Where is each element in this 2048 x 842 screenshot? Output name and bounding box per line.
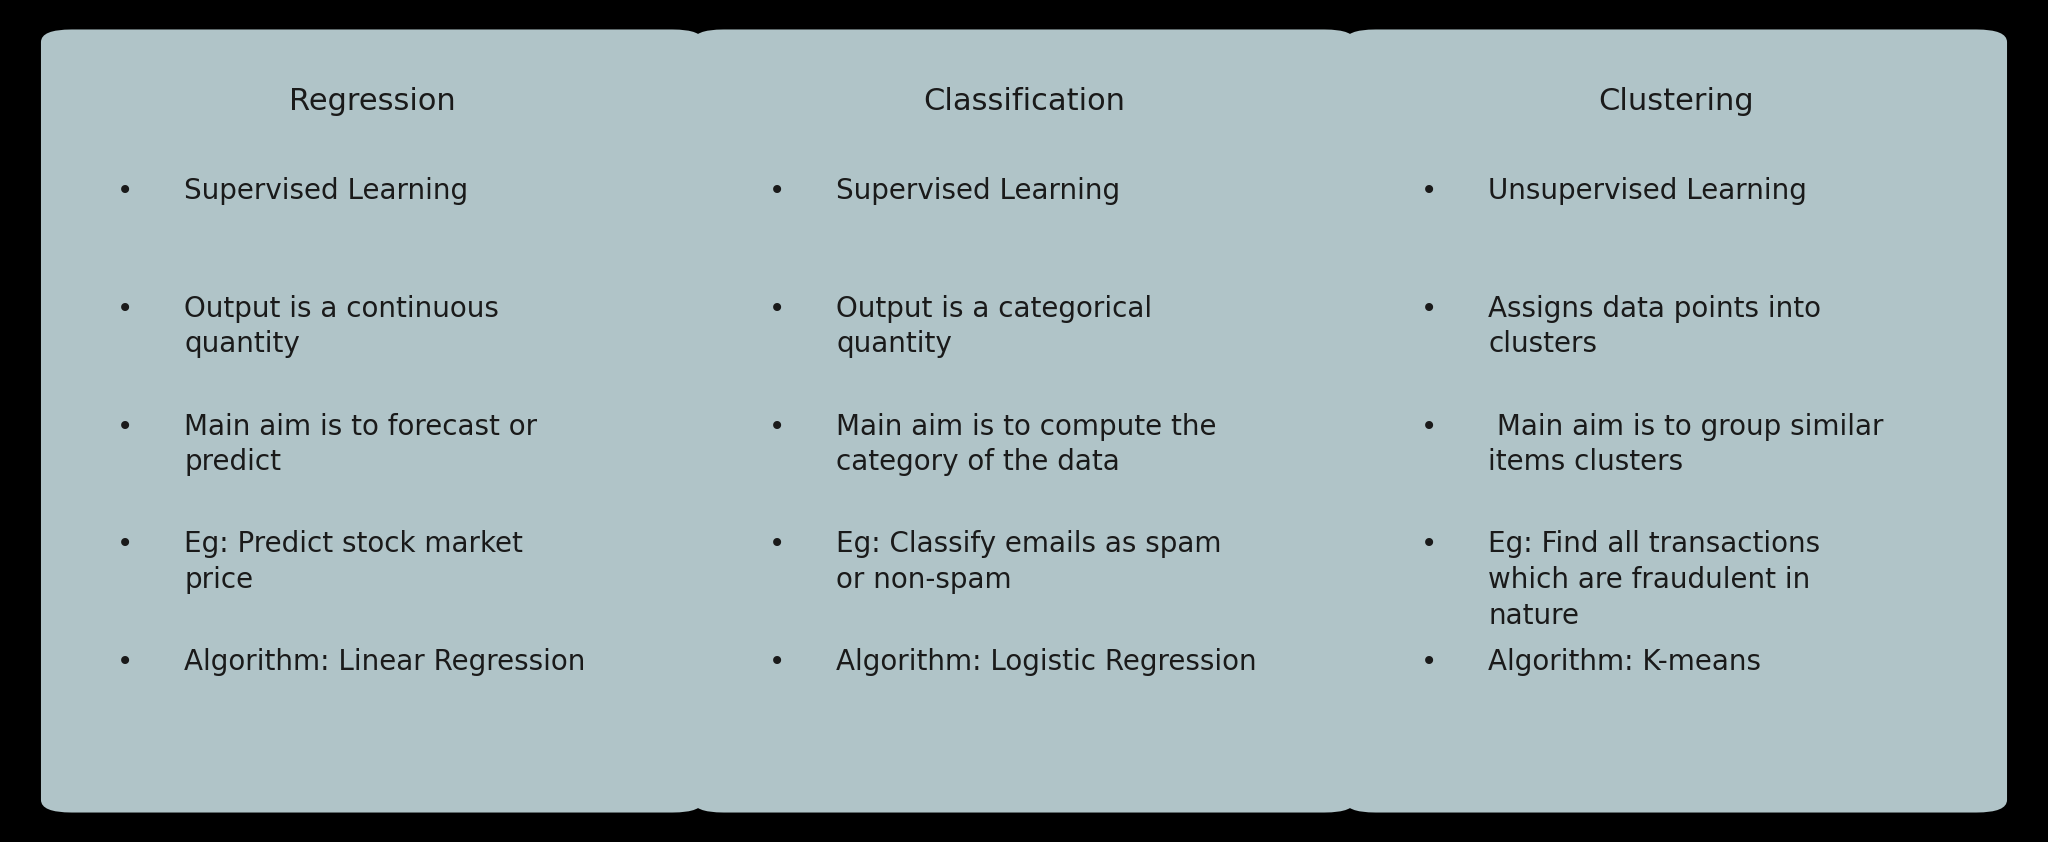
Text: Classification: Classification <box>924 87 1124 115</box>
Text: Eg: Find all transactions
which are fraudulent in
nature: Eg: Find all transactions which are frau… <box>1489 530 1821 630</box>
Text: Assigns data points into
clusters: Assigns data points into clusters <box>1489 295 1821 359</box>
Text: Algorithm: Linear Regression: Algorithm: Linear Regression <box>184 648 586 676</box>
Text: Eg: Predict stock market
price: Eg: Predict stock market price <box>184 530 522 594</box>
Text: •: • <box>117 177 133 205</box>
Text: Output is a continuous
quantity: Output is a continuous quantity <box>184 295 500 359</box>
Text: •: • <box>1421 648 1438 676</box>
FancyBboxPatch shape <box>692 29 1356 813</box>
Text: Algorithm: K-means: Algorithm: K-means <box>1489 648 1761 676</box>
FancyBboxPatch shape <box>41 29 702 813</box>
Text: Unsupervised Learning: Unsupervised Learning <box>1489 177 1806 205</box>
Text: •: • <box>117 648 133 676</box>
Text: •: • <box>768 295 784 322</box>
Text: •: • <box>1421 413 1438 440</box>
Text: •: • <box>768 530 784 558</box>
Text: •: • <box>117 295 133 322</box>
Text: Output is a categorical
quantity: Output is a categorical quantity <box>836 295 1153 359</box>
Text: •: • <box>768 413 784 440</box>
Text: •: • <box>1421 177 1438 205</box>
Text: •: • <box>1421 530 1438 558</box>
Text: Supervised Learning: Supervised Learning <box>184 177 469 205</box>
Text: Algorithm: Logistic Regression: Algorithm: Logistic Regression <box>836 648 1257 676</box>
Text: Main aim is to compute the
category of the data: Main aim is to compute the category of t… <box>836 413 1217 477</box>
Text: •: • <box>768 177 784 205</box>
Text: Regression: Regression <box>289 87 455 115</box>
Text: Clustering: Clustering <box>1597 87 1753 115</box>
Text: •: • <box>768 648 784 676</box>
Text: Supervised Learning: Supervised Learning <box>836 177 1120 205</box>
Text: Eg: Classify emails as spam
or non-spam: Eg: Classify emails as spam or non-spam <box>836 530 1223 594</box>
Text: Main aim is to forecast or
predict: Main aim is to forecast or predict <box>184 413 537 477</box>
Text: Main aim is to group similar
items clusters: Main aim is to group similar items clust… <box>1489 413 1884 477</box>
Text: •: • <box>117 530 133 558</box>
FancyBboxPatch shape <box>1346 29 2007 813</box>
Text: •: • <box>117 413 133 440</box>
Text: •: • <box>1421 295 1438 322</box>
